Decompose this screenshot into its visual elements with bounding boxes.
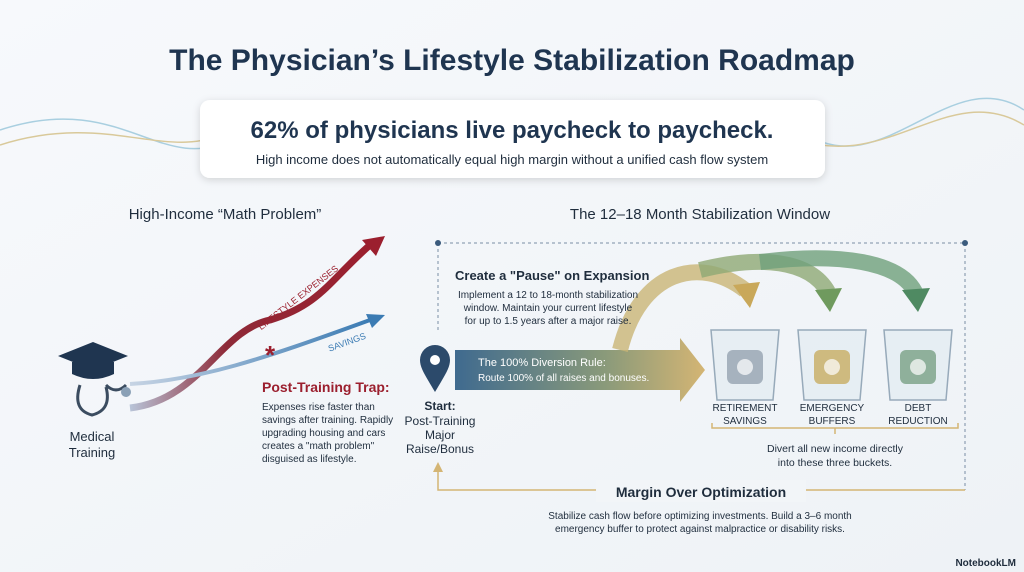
decor-wave (799, 97, 1024, 147)
trap-body: Expenses rise faster than savings after … (262, 402, 393, 465)
trap-line: creates a "math problem" (262, 441, 375, 452)
trap-line: disguised as lifestyle. (262, 454, 357, 465)
origin-label: Training (69, 445, 115, 460)
cap-icon (72, 362, 114, 379)
title: The Physician’s Lifestyle Stabilization … (169, 44, 855, 77)
start-title: Start: (424, 399, 455, 413)
trap-line: upgrading housing and cars (262, 428, 385, 439)
trap-marker: * (265, 340, 276, 370)
margin-title: Margin Over Optimization (616, 484, 786, 500)
start-line: Major (425, 428, 455, 442)
bucket-bracket (711, 423, 959, 434)
right-title: The 12–18 Month Stabilization Window (570, 206, 830, 223)
diversion-arrow (455, 338, 705, 402)
banner-subtext: High income does not automatically equal… (256, 152, 768, 167)
banner-headline: 62% of physicians live paycheck to paych… (251, 117, 774, 144)
bucket-label: DEBT (905, 403, 932, 414)
pause-line: Implement a 12 to 18-month stabilization (458, 290, 638, 301)
savings-arrow (129, 318, 371, 386)
arrowhead (815, 288, 842, 312)
margin-line: Stabilize cash flow before optimizing in… (548, 511, 852, 522)
bucket-icon (910, 359, 926, 375)
stethoscope-icon (121, 387, 131, 397)
start-line: Post-Training (405, 414, 476, 428)
margin-line: emergency buffer to protect against malp… (555, 524, 845, 535)
arrowhead (366, 314, 385, 328)
origin-label: Medical (70, 429, 115, 444)
frame-dot (435, 240, 441, 246)
stethoscope-icon (76, 383, 128, 417)
bucket-icon (824, 359, 840, 375)
frame-dot (962, 240, 968, 246)
trap-line: Expenses rise faster than (262, 402, 375, 413)
bucket-icon (737, 359, 753, 375)
expenses-arrow (129, 242, 373, 412)
decor-wave (799, 111, 1024, 147)
bucket-label: REDUCTION (888, 416, 947, 427)
rule-title: The 100% Diversion Rule: (478, 357, 606, 369)
bucket-label: BUFFERS (809, 416, 856, 427)
rule-body: Route 100% of all raises and bonuses. (478, 373, 649, 384)
buckets-note: Divert all new income directly (767, 443, 904, 455)
pause-line: window. Maintain your current lifestyle (463, 303, 633, 314)
banner-stat: 62% (251, 117, 299, 144)
banner (200, 100, 825, 178)
brand: NotebookLM (955, 558, 1016, 569)
arrowhead (433, 462, 443, 472)
margin-bg (596, 480, 806, 502)
buckets-note: into these three buckets. (778, 457, 892, 469)
pause-title: Create a "Pause" on Expansion (455, 268, 649, 283)
start-pin (420, 345, 450, 392)
arrowhead (902, 288, 930, 312)
buckets: RETIREMENT SAVINGS EMERGENCY BUFFERS DEBT RED… (710, 329, 953, 427)
start-line: Raise/Bonus (406, 442, 474, 456)
flow-arrow (612, 264, 750, 353)
arrowhead (733, 282, 760, 308)
banner-text: of physicians live paycheck to paycheck. (305, 117, 773, 144)
trap-line: savings after training. Rapidly (262, 415, 393, 426)
bucket-label: EMERGENCY (800, 403, 865, 414)
left-title: High-Income “Math Problem” (129, 206, 322, 223)
start-pin (430, 355, 440, 365)
trap-title: Post-Training Trap: (262, 379, 390, 395)
flow-arrow (759, 250, 923, 297)
window-frame (437, 242, 966, 490)
bucket-label: RETIREMENT (713, 403, 778, 414)
arrowhead (362, 236, 385, 256)
bucket-label: SAVINGS (723, 416, 767, 427)
pause-line: for up to 1.5 years after a major raise. (465, 316, 632, 327)
